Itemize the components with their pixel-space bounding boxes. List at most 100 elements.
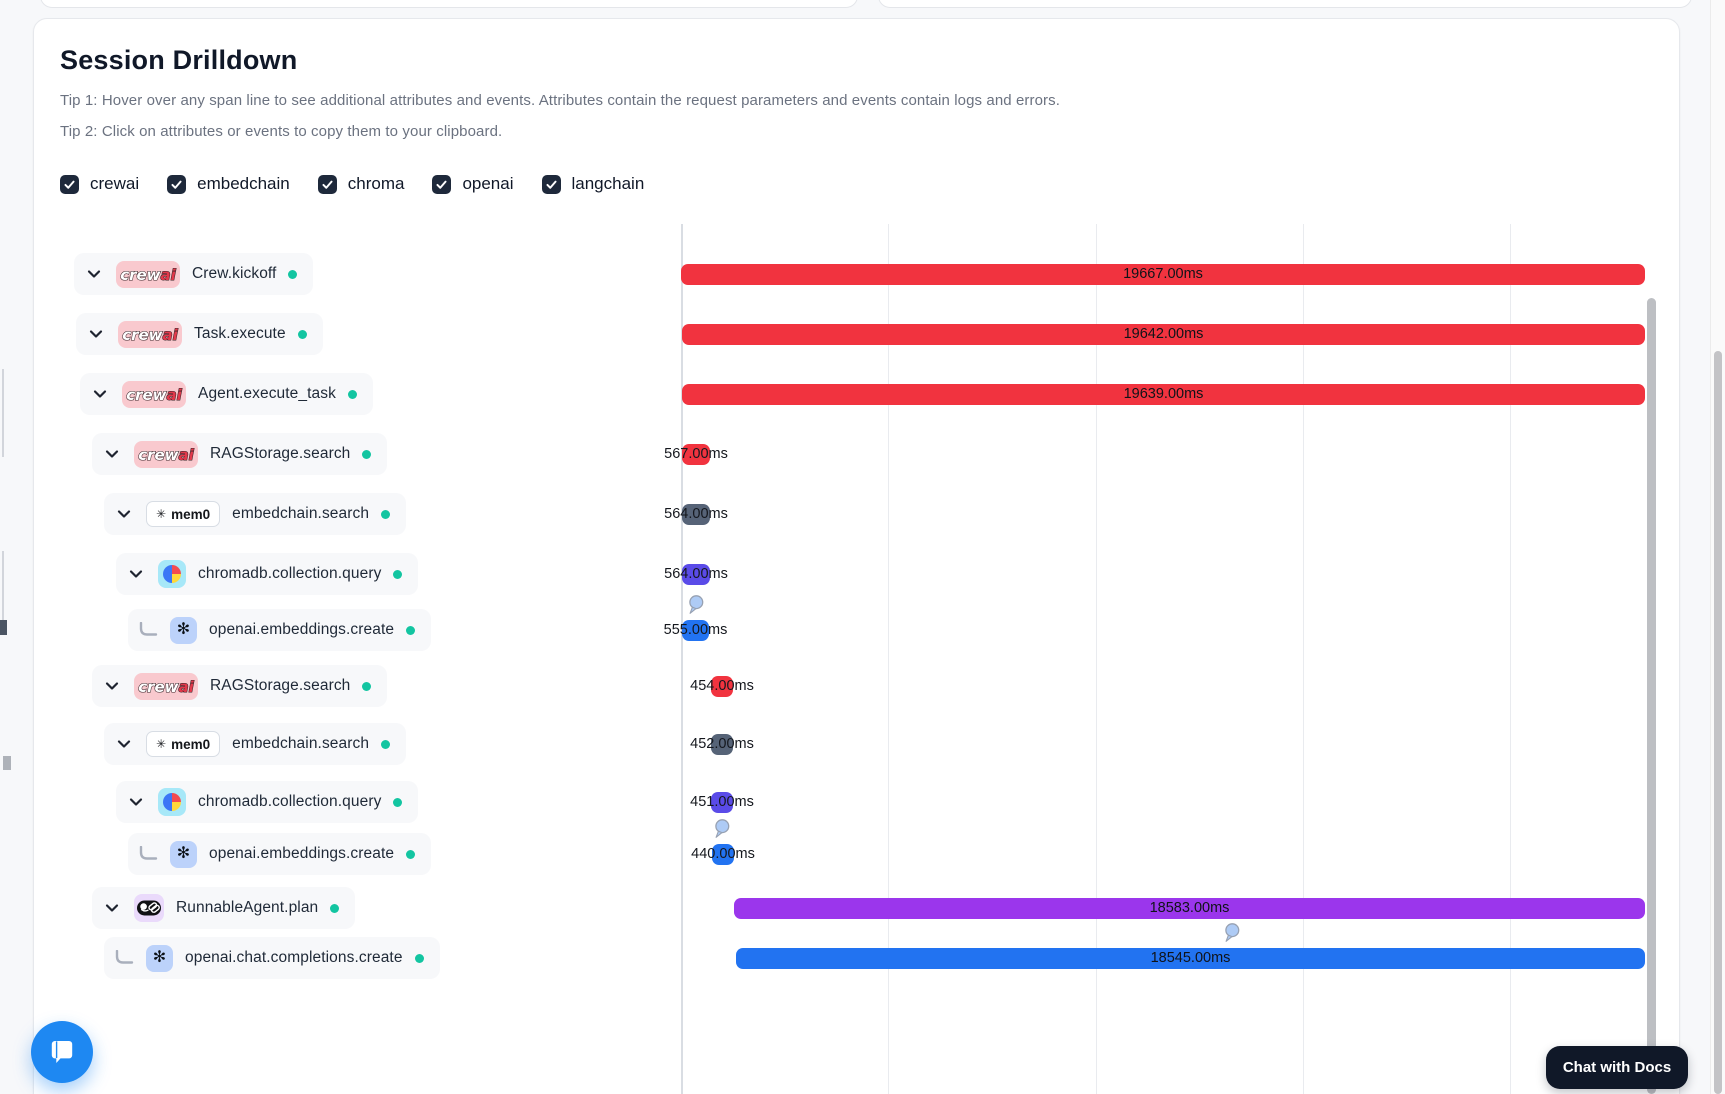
- span-duration-bar[interactable]: [682, 504, 710, 525]
- trace-row[interactable]: crewai RAGStorage.search: [92, 433, 388, 475]
- langchain-logo: [134, 894, 164, 922]
- chat-bubble-icon: [46, 1036, 78, 1068]
- trace-row[interactable]: ✳ mem0 embedchain.search: [104, 723, 407, 765]
- panel-scrollbar[interactable]: [1647, 298, 1656, 1094]
- trace-row[interactable]: crewai Task.execute: [76, 313, 323, 355]
- span-duration-bar[interactable]: [682, 620, 709, 641]
- trace-row[interactable]: chromadb.collection.query: [116, 553, 419, 595]
- span-event-marker[interactable]: [687, 594, 705, 620]
- top-card-stub-left: [40, 0, 858, 8]
- span-duration-bar[interactable]: [682, 324, 1645, 345]
- chevron-down-icon: [129, 798, 143, 806]
- status-ok-dot: [406, 849, 416, 859]
- timeline-gridline: [1303, 224, 1304, 1094]
- trace-row[interactable]: ✳ mem0 embedchain.search: [104, 493, 407, 535]
- tree-corner: [138, 846, 158, 862]
- filter-checkbox-crewai[interactable]: crewai: [60, 174, 139, 194]
- page-edge-artifact: [0, 620, 7, 635]
- expand-chevron[interactable]: [114, 735, 134, 753]
- span-name: RunnableAgent.plan: [176, 899, 319, 916]
- openai-knot-icon: ✻: [176, 845, 191, 862]
- trace-row[interactable]: RunnableAgent.plan: [92, 887, 356, 929]
- expand-chevron[interactable]: [102, 899, 122, 917]
- expand-chevron[interactable]: [114, 505, 134, 523]
- chat-with-docs-label: Chat with Docs: [1562, 1059, 1672, 1076]
- page-scrollbar[interactable]: [1714, 351, 1722, 1094]
- expand-chevron[interactable]: [102, 445, 122, 463]
- trace-row[interactable]: ✻ openai.chat.completions.create: [104, 937, 440, 979]
- expand-chevron[interactable]: [126, 793, 146, 811]
- span-duration-bar[interactable]: [711, 676, 733, 697]
- filter-label: openai: [462, 174, 514, 193]
- openai-logo: ✻: [170, 616, 197, 644]
- checkbox-checked-icon[interactable]: [541, 174, 561, 194]
- filter-checkbox-langchain[interactable]: langchain: [541, 174, 645, 194]
- span-duration-bar[interactable]: [711, 792, 733, 813]
- openai-knot-icon: ✻: [152, 949, 167, 966]
- chevron-down-icon: [87, 270, 101, 278]
- span-event-marker[interactable]: [713, 818, 731, 844]
- openai-knot-icon: ✻: [176, 621, 191, 638]
- expand-chevron[interactable]: [126, 565, 146, 583]
- chat-widget-launcher[interactable]: [31, 1021, 93, 1083]
- trace-row[interactable]: crewai RAGStorage.search: [92, 665, 388, 707]
- page-edge-artifact: [2, 369, 4, 457]
- span-duration-bar[interactable]: [711, 734, 733, 755]
- service-filters: crewai embedchain chroma openai langchain: [60, 174, 1679, 194]
- span-duration-bar[interactable]: [681, 264, 1645, 285]
- status-ok-dot: [362, 449, 372, 459]
- span-name: openai.embeddings.create: [209, 845, 395, 862]
- span-duration-bar[interactable]: [712, 844, 734, 865]
- trace-row[interactable]: ✻ openai.embeddings.create: [128, 833, 432, 875]
- top-card-stub-right: [878, 0, 1692, 8]
- checkbox-checked-icon[interactable]: [60, 174, 79, 194]
- span-duration-bar[interactable]: [682, 564, 710, 585]
- chat-with-docs-button[interactable]: Chat with Docs: [1546, 1046, 1688, 1089]
- page-title: Session Drilldown: [60, 45, 298, 75]
- filter-checkbox-openai[interactable]: openai: [432, 174, 514, 194]
- tip-1-text: Tip 1: Hover over any span line to see a…: [60, 92, 1061, 109]
- span-duration-bar[interactable]: [682, 384, 1645, 405]
- trace-row[interactable]: crewai Agent.execute_task: [80, 373, 373, 415]
- trace-row[interactable]: chromadb.collection.query: [116, 781, 419, 823]
- span-name: RAGStorage.search: [210, 445, 351, 462]
- chevron-down-icon: [105, 904, 119, 912]
- svg-text:crewai: crewai: [138, 678, 194, 696]
- status-ok-dot: [414, 953, 424, 963]
- filter-checkbox-embedchain[interactable]: embedchain: [167, 174, 290, 194]
- span-name: Task.execute: [194, 325, 286, 342]
- expand-chevron[interactable]: [90, 385, 110, 403]
- filter-checkbox-chroma[interactable]: chroma: [317, 174, 404, 194]
- expand-chevron[interactable]: [102, 677, 122, 695]
- status-ok-dot: [381, 739, 391, 749]
- span-event-marker[interactable]: [1223, 922, 1241, 948]
- mem0-logo: ✳ mem0: [146, 731, 221, 757]
- status-ok-dot: [393, 569, 403, 579]
- span-name: openai.chat.completions.create: [185, 949, 403, 966]
- span-duration-bar[interactable]: [682, 444, 710, 465]
- crewai-logo: crewai: [134, 672, 198, 700]
- trace-row[interactable]: crewai Crew.kickoff: [74, 253, 314, 295]
- trace-row[interactable]: ✻ openai.embeddings.create: [128, 609, 432, 651]
- expand-chevron[interactable]: [86, 325, 106, 343]
- chevron-down-icon: [117, 510, 131, 518]
- status-ok-dot: [330, 903, 340, 913]
- span-duration-bar[interactable]: [734, 898, 1645, 919]
- filter-label: langchain: [571, 174, 645, 193]
- tree-corner: [114, 950, 134, 966]
- span-name: chromadb.collection.query: [198, 793, 382, 810]
- checkbox-checked-icon[interactable]: [167, 174, 187, 194]
- mem0-logo-text: mem0: [171, 736, 211, 752]
- span-name: RAGStorage.search: [210, 677, 351, 694]
- checkbox-checked-icon[interactable]: [317, 174, 337, 194]
- chevron-down-icon: [105, 450, 119, 458]
- span-duration-bar[interactable]: [736, 948, 1645, 969]
- expand-chevron[interactable]: [84, 265, 104, 283]
- status-ok-dot: [362, 681, 372, 691]
- checkbox-checked-icon[interactable]: [432, 174, 452, 194]
- mem0-icon: ✳: [156, 737, 167, 751]
- filter-label: embedchain: [197, 174, 290, 193]
- span-name: Crew.kickoff: [192, 265, 277, 282]
- svg-text:crewai: crewai: [126, 386, 182, 404]
